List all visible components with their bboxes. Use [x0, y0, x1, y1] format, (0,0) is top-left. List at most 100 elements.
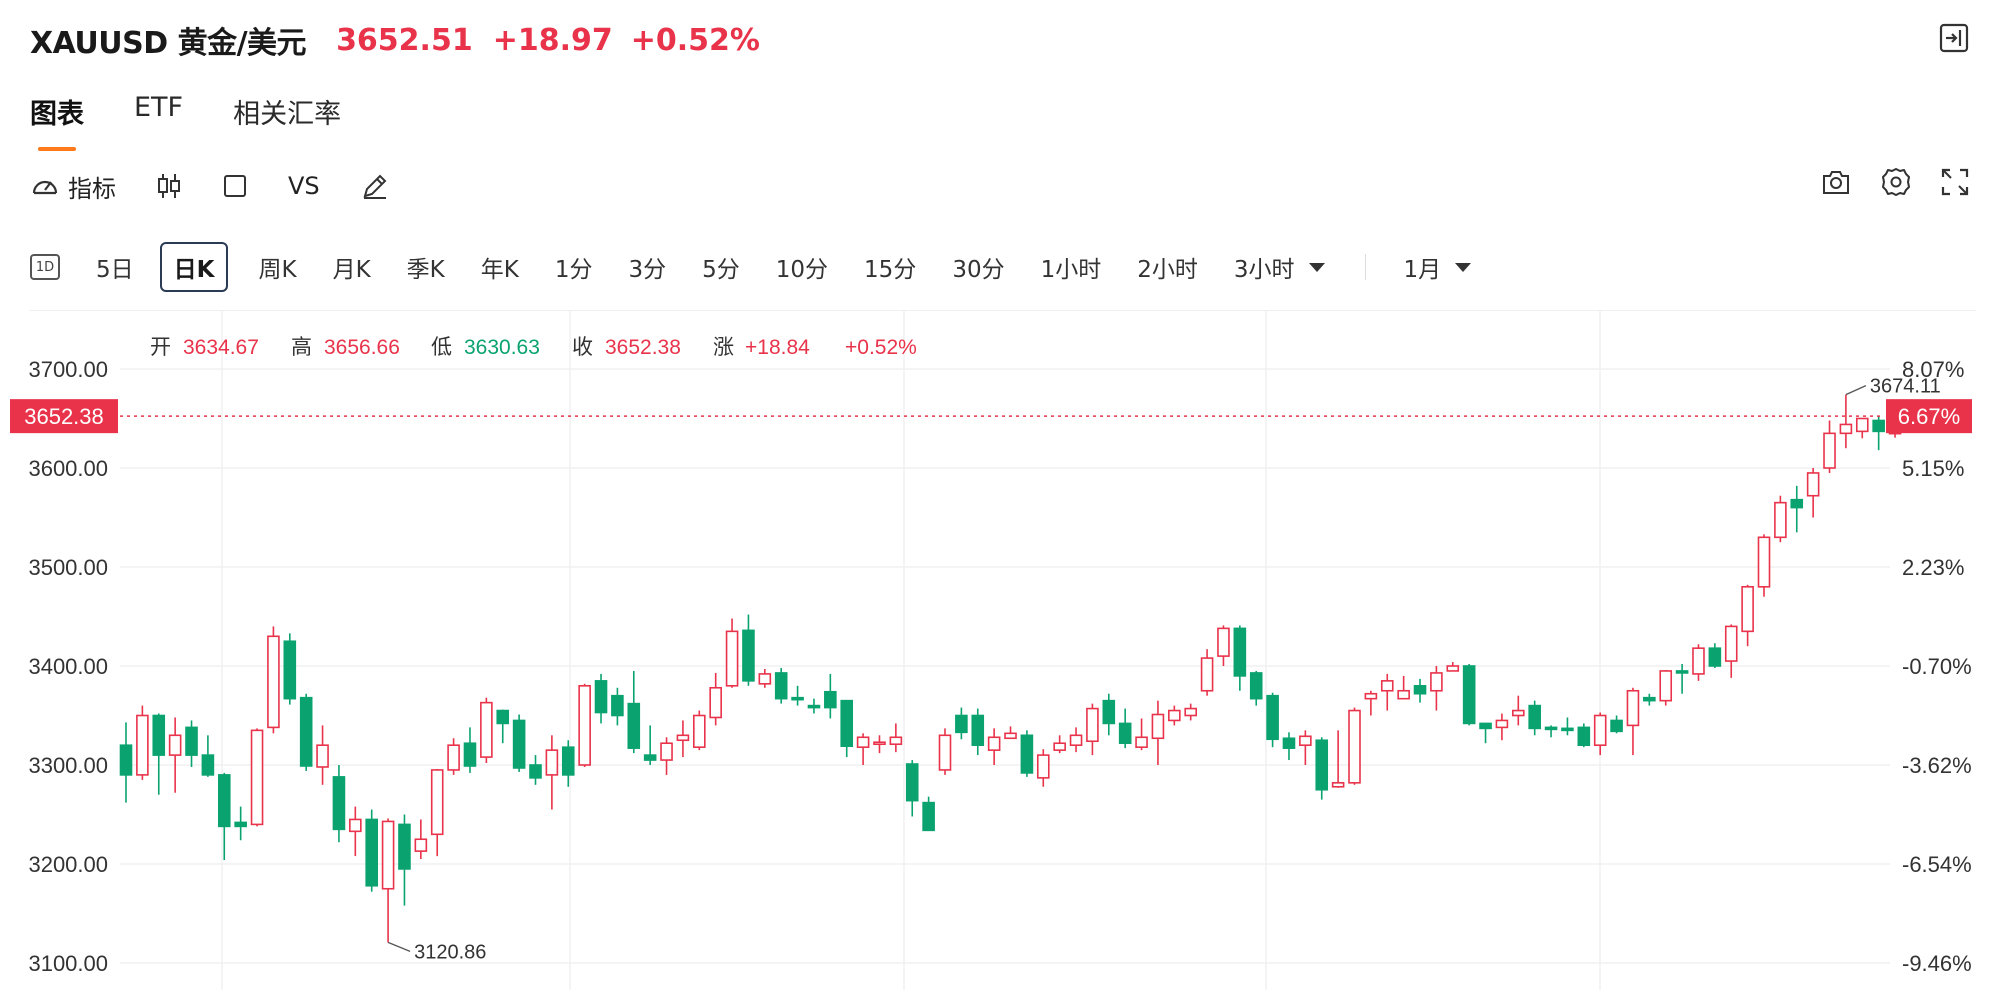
candle — [1577, 723, 1591, 748]
candle-body — [1020, 734, 1034, 774]
candle-body — [316, 744, 329, 768]
candle-body — [758, 673, 772, 685]
candle-body — [1036, 754, 1050, 779]
y-axis-right-tick: 2.23% — [1902, 555, 1964, 580]
current-pct-label: 6.67% — [1898, 404, 1960, 429]
collapse-panel-icon[interactable] — [1938, 22, 1970, 54]
candle-body — [1462, 665, 1476, 725]
period-daily[interactable]: 日K — [159, 242, 229, 292]
candle-body — [1823, 432, 1836, 469]
screenshot-button[interactable] — [1820, 166, 1852, 198]
candle-body — [692, 714, 706, 748]
candle — [1659, 669, 1673, 706]
candle-body — [398, 823, 411, 870]
candle-body — [185, 726, 198, 756]
period-monthly[interactable]: 月K — [332, 257, 371, 283]
candle — [1774, 495, 1787, 543]
ohlc-field-1: 3634.67 — [183, 336, 259, 359]
tab-etf[interactable]: ETF — [134, 92, 184, 123]
range-dropdown[interactable]: 1月 — [1404, 250, 1472, 284]
candle-body — [1233, 627, 1247, 677]
candle-body — [1593, 714, 1607, 747]
candle — [316, 725, 329, 785]
period-weekly[interactable]: 周K — [258, 257, 297, 283]
candle-body — [1151, 713, 1165, 740]
candle-body — [1495, 719, 1509, 729]
candle-body — [463, 742, 477, 767]
period-10min[interactable]: 10分 — [775, 257, 829, 283]
fullscreen-button[interactable] — [1940, 166, 1970, 198]
compare-box-button[interactable] — [222, 173, 248, 199]
candle — [1282, 732, 1296, 761]
candle — [250, 728, 264, 827]
candle-body — [807, 704, 821, 709]
y-axis-right-tick: -9.46% — [1902, 951, 1972, 976]
chevron-down-icon — [1308, 262, 1325, 272]
drawing-button[interactable] — [360, 171, 390, 201]
period-yearly[interactable]: 年K — [480, 257, 519, 283]
period-3h-dropdown[interactable]: 3小时 — [1234, 250, 1325, 284]
candle — [283, 633, 297, 705]
candle — [1118, 708, 1132, 749]
candle-body — [725, 630, 739, 687]
candle-body — [1053, 742, 1066, 751]
candle — [971, 708, 985, 756]
candle — [1020, 730, 1034, 777]
period-3h-label: 3小时 — [1233, 257, 1295, 283]
candle-body — [1249, 672, 1263, 700]
tab-related-fx[interactable]: 相关汇率 — [233, 99, 342, 130]
candle-body — [119, 744, 133, 776]
candle-body — [332, 776, 346, 831]
period-2h[interactable]: 2小时 — [1137, 257, 1198, 283]
candle — [561, 740, 575, 787]
settings-button[interactable] — [1880, 166, 1912, 198]
candle-body — [299, 696, 313, 767]
period-3min[interactable]: 3分 — [628, 257, 667, 283]
candle — [1249, 670, 1263, 706]
candle-body — [545, 749, 559, 776]
y-axis-left-tick: 3700.00 — [28, 357, 108, 382]
period-5d[interactable]: 5日 — [96, 257, 134, 283]
period-5min[interactable]: 5分 — [702, 257, 740, 283]
candle-body — [742, 629, 755, 682]
candle-body — [1168, 709, 1181, 722]
candle-body — [1348, 709, 1361, 784]
candle — [840, 699, 854, 758]
candle — [578, 683, 591, 767]
period-1h[interactable]: 1小时 — [1040, 257, 1102, 283]
candle — [742, 614, 755, 686]
vs-button[interactable]: VS — [288, 172, 320, 200]
gear-icon — [1882, 168, 1910, 196]
candle-body — [1790, 498, 1804, 509]
candle — [1544, 725, 1558, 738]
period-30min[interactable]: 30分 — [952, 257, 1005, 283]
pencil-icon — [363, 174, 387, 199]
candle — [1593, 712, 1607, 756]
candle-body — [774, 672, 788, 700]
candle-body — [1561, 727, 1574, 732]
candle — [1102, 693, 1116, 736]
candle-body — [1626, 689, 1640, 727]
period-quarterly[interactable]: 季K — [406, 257, 445, 283]
min-price-label: 3120.86 — [414, 941, 486, 963]
fullscreen-icon — [1941, 168, 1969, 196]
candle-body — [660, 742, 673, 761]
candlestick-chart[interactable]: 开 3634.67 高 3656.66 低 3630.63 收 3652.38 涨 +18.84 +… — [0, 311, 1994, 990]
chart-type-button[interactable] — [156, 171, 182, 201]
intraday-1d-icon[interactable]: 1D — [30, 254, 60, 280]
candle-body — [529, 764, 542, 779]
period-1min[interactable]: 1分 — [554, 257, 593, 283]
candle-body — [447, 744, 460, 771]
candle-body — [1217, 627, 1230, 657]
indicator-button[interactable]: 指标 — [30, 169, 116, 204]
candle — [873, 735, 886, 754]
current-price-badge — [10, 399, 118, 434]
candle — [267, 626, 280, 734]
period-15min[interactable]: 15分 — [864, 257, 917, 283]
tab-chart[interactable]: 图表 — [30, 92, 84, 151]
candle-body — [512, 719, 526, 769]
candle — [807, 698, 821, 714]
candle-body — [1102, 699, 1116, 725]
candle — [398, 814, 411, 906]
camera-icon — [1823, 171, 1849, 194]
